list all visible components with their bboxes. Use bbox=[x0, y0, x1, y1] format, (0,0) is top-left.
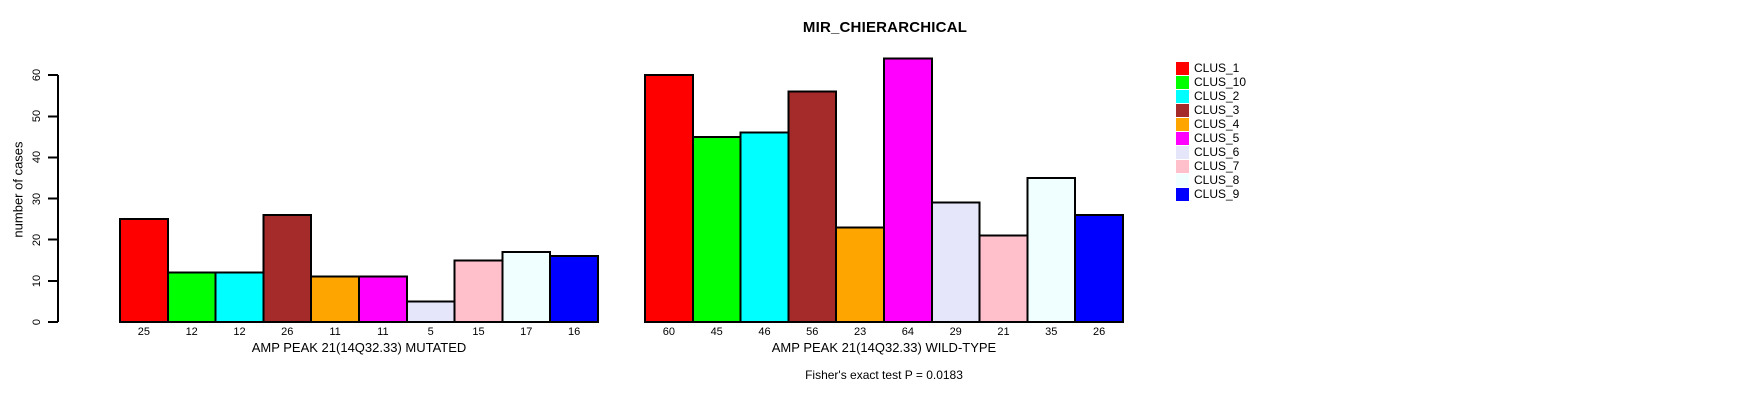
legend-item: CLUS_2 bbox=[1176, 90, 1239, 103]
legend-item: CLUS_6 bbox=[1176, 146, 1239, 159]
bar-value-label: 12 bbox=[185, 326, 198, 338]
bar-CLUS_5 bbox=[883, 57, 933, 323]
y-tick-label: 40 bbox=[31, 151, 43, 164]
bar-value-label: 11 bbox=[329, 326, 341, 338]
bar-value-label: 5 bbox=[427, 326, 434, 338]
bar-CLUS_10 bbox=[691, 135, 742, 323]
legend-swatch-icon bbox=[1176, 174, 1189, 187]
bar-value-label: 56 bbox=[806, 326, 819, 338]
bar-value-label: 21 bbox=[997, 326, 1010, 338]
bar-CLUS_9 bbox=[1074, 214, 1124, 323]
bar-value-label: 16 bbox=[567, 326, 581, 338]
bar-CLUS_4 bbox=[310, 275, 361, 324]
legend-swatch-icon bbox=[1176, 188, 1189, 201]
bar-value-label: 23 bbox=[853, 326, 867, 338]
bar-value-label: 64 bbox=[901, 326, 915, 338]
fisher-test-annotation: Fisher's exact test P = 0.0183 bbox=[805, 368, 963, 382]
legend-item: CLUS_4 bbox=[1176, 118, 1239, 131]
bar-CLUS_2 bbox=[214, 271, 265, 324]
bar-CLUS_3 bbox=[787, 90, 838, 323]
bar-CLUS_4 bbox=[835, 226, 886, 323]
y-tick-label: 50 bbox=[31, 110, 43, 123]
legend-item: CLUS_9 bbox=[1176, 188, 1239, 201]
legend-swatch-icon bbox=[1176, 146, 1189, 159]
legend-item: CLUS_5 bbox=[1176, 132, 1239, 145]
bar-value-label: 26 bbox=[1092, 326, 1106, 338]
bar-CLUS_8 bbox=[1026, 177, 1077, 323]
bar-value-label: 25 bbox=[137, 326, 151, 338]
legend-label: CLUS_5 bbox=[1194, 131, 1240, 145]
bar-CLUS_6 bbox=[930, 201, 981, 323]
bar-value-label: 26 bbox=[281, 326, 294, 338]
chart-title: MIR_CHIERARCHICAL bbox=[802, 19, 968, 36]
legend-label: CLUS_3 bbox=[1194, 103, 1240, 117]
bar-value-label: 45 bbox=[710, 326, 723, 338]
bar-value-label: 46 bbox=[758, 326, 771, 338]
legend-swatch-icon bbox=[1176, 160, 1189, 173]
bar-CLUS_9 bbox=[549, 255, 600, 324]
x-axis-label-mutated: AMP PEAK 21(14Q32.33) MUTATED bbox=[251, 340, 467, 355]
bar-CLUS_5 bbox=[358, 275, 408, 324]
legend-item: CLUS_10 bbox=[1176, 76, 1246, 89]
legend-item: CLUS_7 bbox=[1176, 160, 1239, 173]
bar-CLUS_7 bbox=[453, 259, 504, 323]
bar-CLUS_6 bbox=[405, 300, 456, 323]
legend-label: CLUS_4 bbox=[1194, 117, 1240, 131]
bar-CLUS_7 bbox=[978, 234, 1029, 324]
legend-label: CLUS_1 bbox=[1194, 61, 1240, 75]
legend-label: CLUS_9 bbox=[1194, 187, 1240, 201]
bar-value-label: 15 bbox=[472, 326, 485, 338]
legend-item: CLUS_1 bbox=[1176, 62, 1239, 75]
bar-value-label: 60 bbox=[662, 326, 676, 338]
legend-item: CLUS_3 bbox=[1176, 104, 1239, 117]
bar-value-label: 29 bbox=[949, 326, 962, 338]
y-tick-label: 30 bbox=[31, 192, 43, 205]
legend-swatch-icon bbox=[1176, 104, 1189, 117]
y-tick-label: 20 bbox=[31, 233, 43, 246]
legend-item: CLUS_8 bbox=[1176, 174, 1239, 187]
bar-CLUS_8 bbox=[501, 251, 552, 323]
legend-label: CLUS_7 bbox=[1194, 159, 1240, 173]
legend-swatch-icon bbox=[1176, 62, 1189, 75]
bar-CLUS_1 bbox=[119, 218, 169, 324]
bar-CLUS_1 bbox=[644, 74, 694, 323]
bar-value-label: 35 bbox=[1045, 326, 1058, 338]
y-tick-label: 60 bbox=[31, 68, 43, 82]
y-tick-label: 0 bbox=[31, 318, 43, 326]
legend-swatch-icon bbox=[1176, 90, 1189, 103]
bar-CLUS_2 bbox=[739, 131, 790, 323]
legend-swatch-icon bbox=[1176, 132, 1189, 145]
legend-swatch-icon bbox=[1176, 118, 1189, 131]
legend-label: CLUS_2 bbox=[1194, 89, 1240, 103]
y-tick-label: 10 bbox=[31, 274, 43, 288]
bar-value-label: 17 bbox=[520, 326, 533, 338]
x-axis-label-wild-type: AMP PEAK 21(14Q32.33) WILD-TYPE bbox=[771, 340, 997, 355]
bar-CLUS_10 bbox=[166, 271, 217, 324]
legend-swatch-icon bbox=[1176, 76, 1189, 89]
legend-label: CLUS_6 bbox=[1194, 145, 1240, 159]
legend-label: CLUS_8 bbox=[1194, 173, 1240, 187]
bar-value-label: 12 bbox=[233, 326, 246, 338]
bar-value-label: 11 bbox=[377, 326, 389, 338]
legend-label: CLUS_10 bbox=[1194, 75, 1247, 89]
bar-CLUS_3 bbox=[262, 214, 313, 323]
